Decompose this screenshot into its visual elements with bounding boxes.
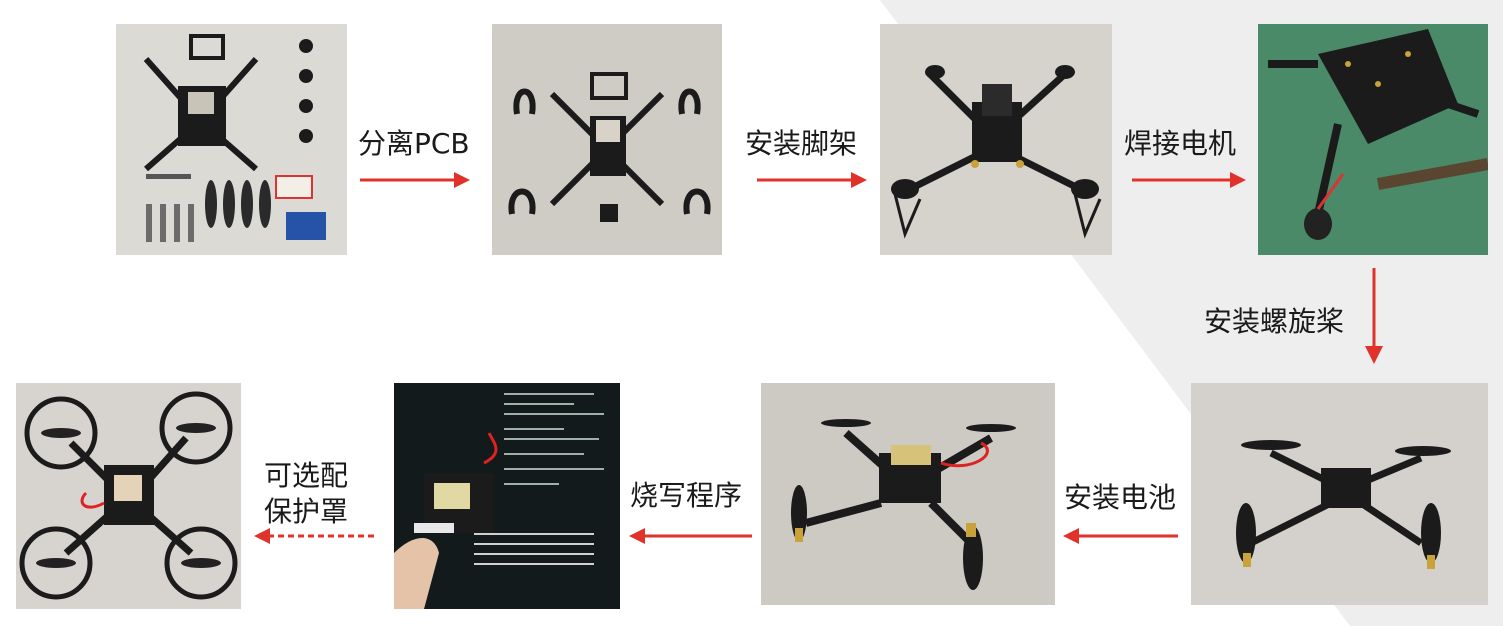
arrow-left-1	[1063, 528, 1178, 544]
arrow-right-2	[757, 172, 867, 188]
photo-flash-program	[394, 383, 620, 609]
step-label-install-propellers: 安装螺旋桨	[1204, 305, 1345, 338]
photo-propellers-installed	[1191, 383, 1488, 605]
step-label-flash-program: 烧写程序	[630, 479, 743, 512]
arrow-left-dashed	[254, 528, 376, 544]
arrow-left-2	[629, 528, 752, 544]
arrow-right-1	[360, 172, 470, 188]
step-label-solder-motors: 焊接电机	[1124, 127, 1237, 160]
photo-battery-installed	[761, 383, 1055, 605]
step-label-separate-pcb: 分离PCB	[358, 127, 470, 160]
step-label-optional-guard: 可选配保护罩	[264, 459, 349, 528]
photo-parts-kit	[116, 24, 347, 255]
photo-separated-pcb	[492, 24, 722, 255]
step-label-install-battery: 安装电池	[1064, 481, 1177, 514]
photo-soldering-motors	[1258, 24, 1488, 255]
step-label-install-legs: 安装脚架	[745, 127, 858, 160]
photo-protective-guard	[16, 383, 241, 609]
arrow-right-3	[1132, 172, 1246, 188]
photo-legs-installed	[880, 24, 1112, 255]
arrow-down	[1365, 268, 1383, 364]
